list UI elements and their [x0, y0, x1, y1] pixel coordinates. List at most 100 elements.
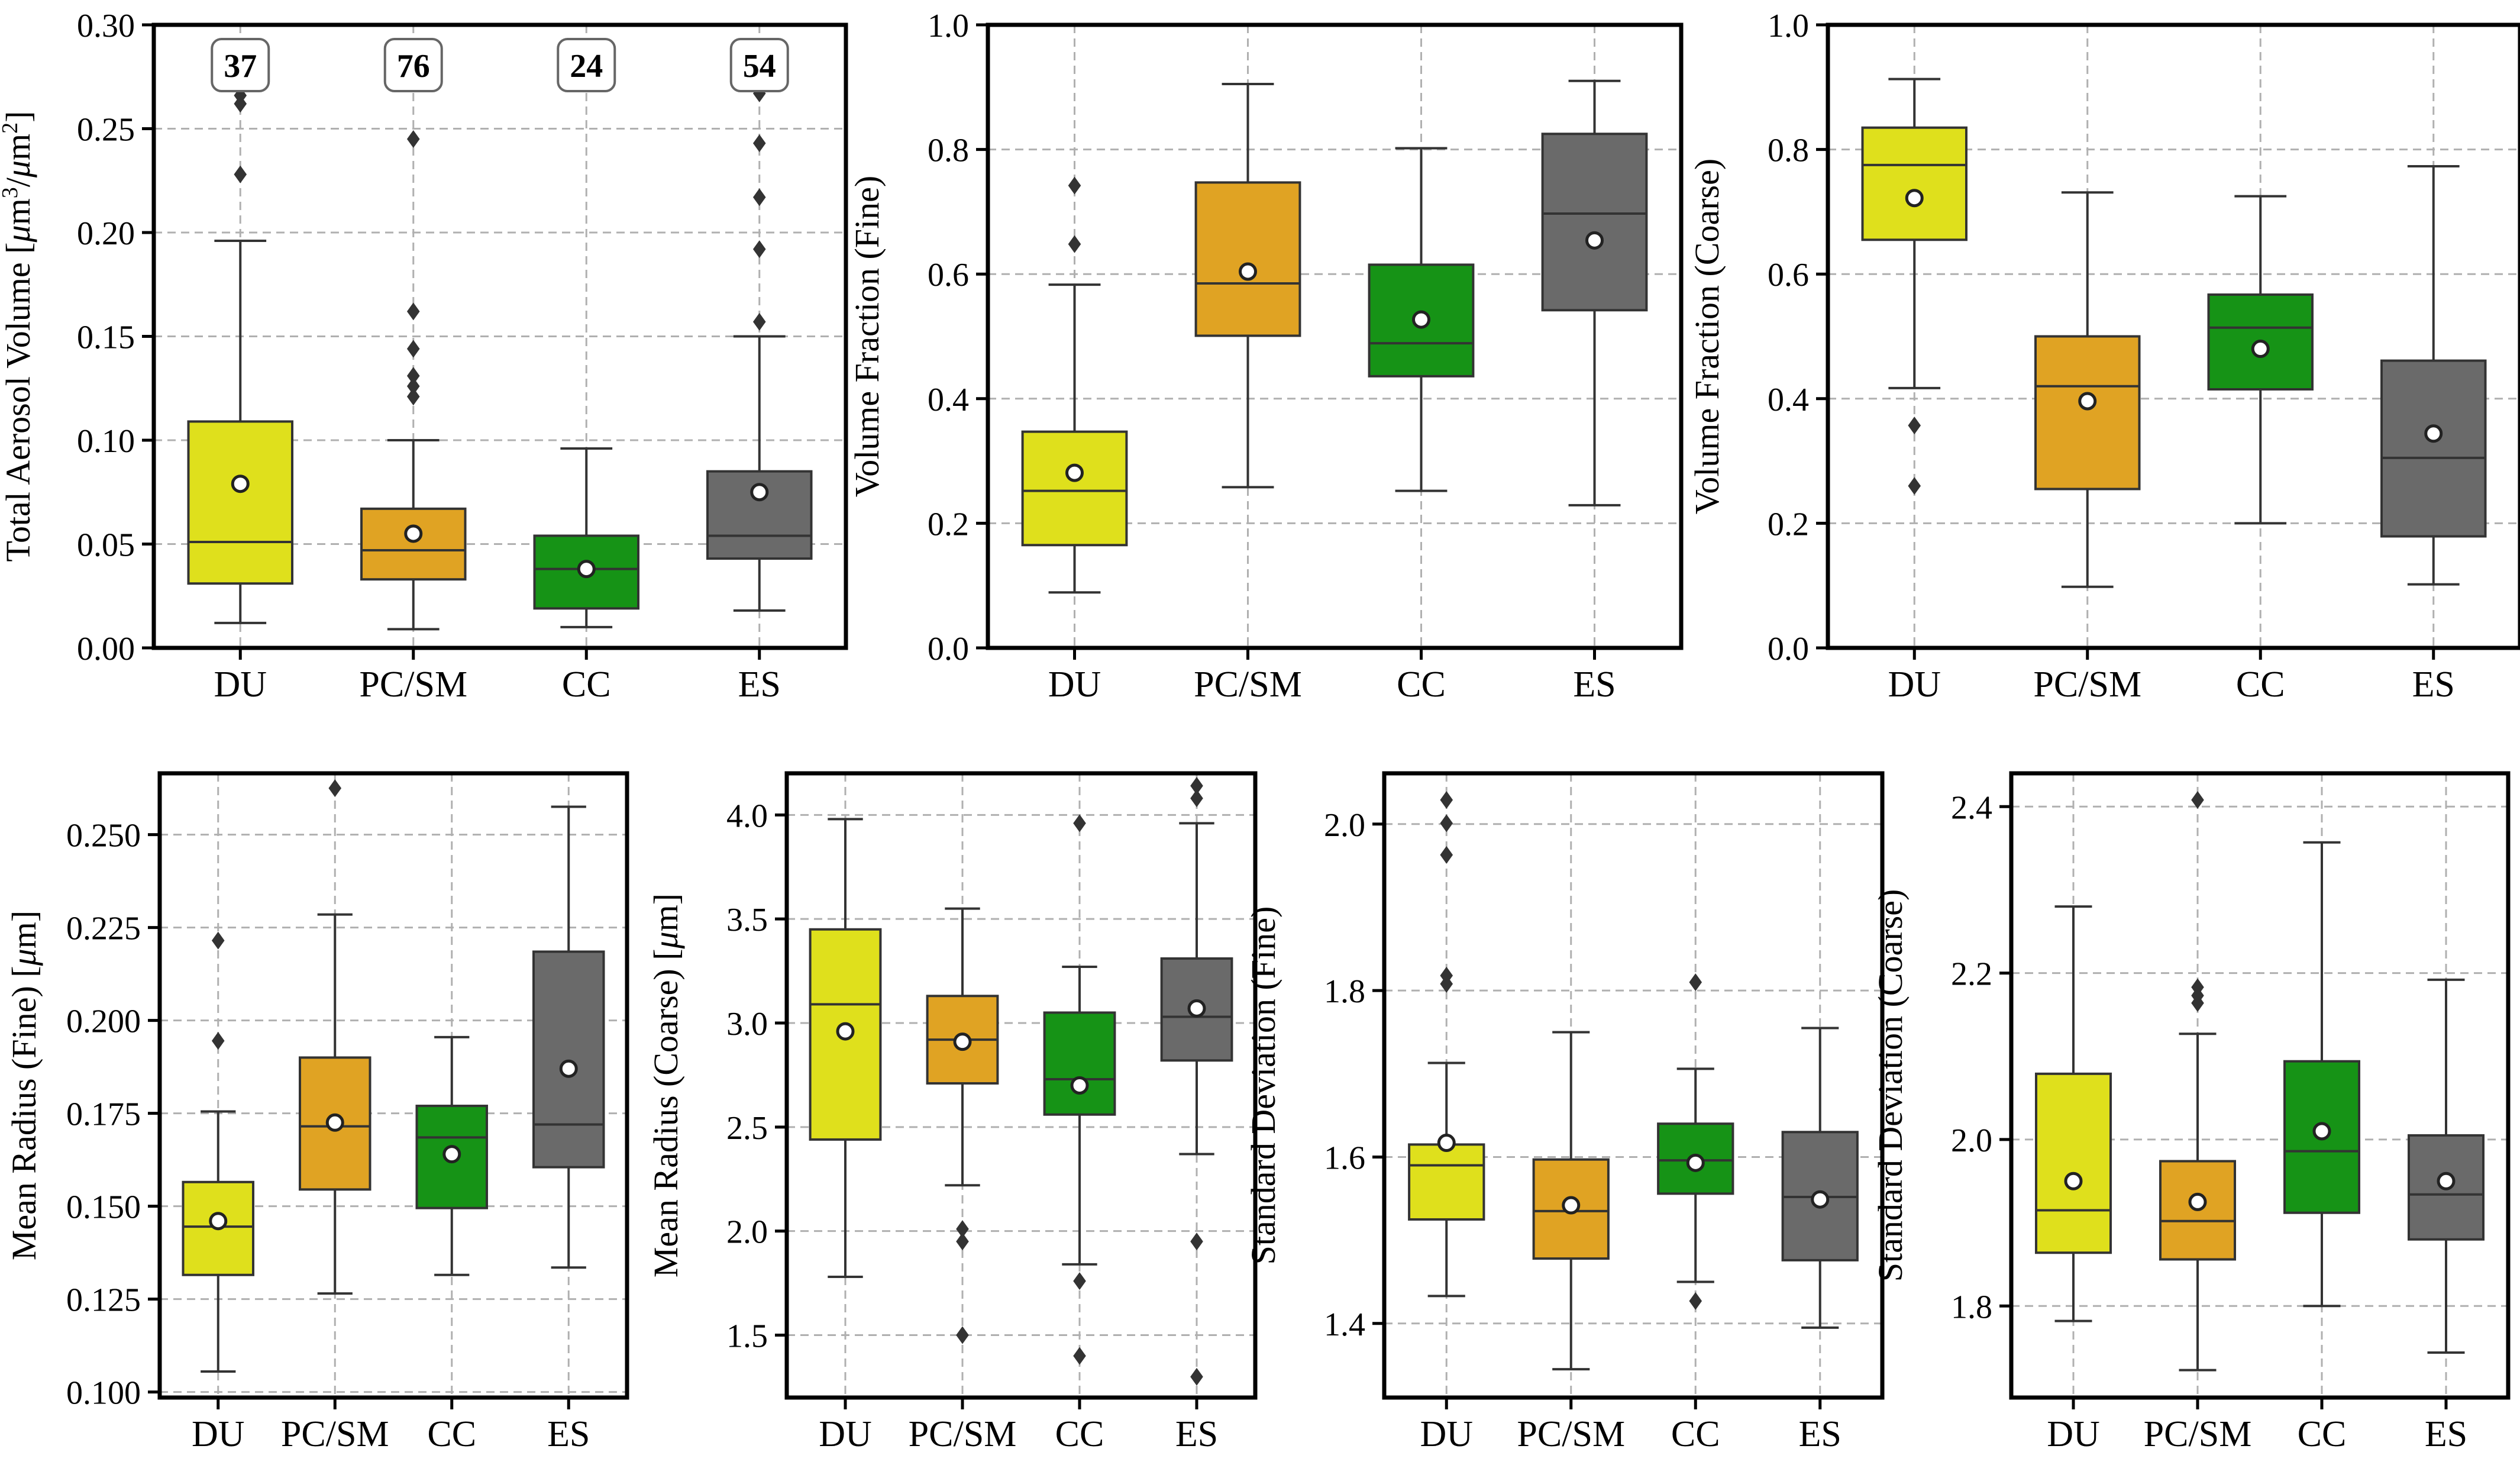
box-group-pc-sm: [360, 130, 467, 631]
y-axis-title-unit-m1: m: [0, 198, 37, 225]
box-group-du: [1408, 791, 1485, 1298]
x-tick-label: DU: [214, 664, 267, 705]
box-group-cc: [1043, 814, 1116, 1365]
box-group-cc: [415, 1035, 488, 1276]
outlier-marker-3: [406, 340, 420, 358]
mean-marker: [836, 1022, 855, 1041]
mean-marker: [953, 1032, 972, 1051]
count-label-es: 54: [729, 38, 789, 92]
y-tick-label: 0.8: [1768, 133, 1809, 169]
x-tick-label: PC/SM: [1194, 664, 1302, 705]
mean-marker: [2188, 1192, 2207, 1211]
y-tick-label: 0.05: [77, 527, 135, 564]
mean-marker: [1070, 1076, 1089, 1095]
count-label-box: [383, 38, 443, 92]
y-tick-label: 1.0: [1768, 8, 1809, 44]
y-tick-label: 2.4: [1951, 789, 1992, 826]
box-pc-sm: [1194, 181, 1301, 337]
box-group-es: [2380, 165, 2487, 586]
box-group-es: [1781, 1027, 1859, 1329]
x-tick-label: DU: [1888, 664, 1941, 705]
count-label-text: 24: [570, 48, 603, 85]
box-du: [2035, 1072, 2112, 1254]
mean-marker: [1686, 1153, 1705, 1172]
outlier-marker-0: [1190, 1367, 1203, 1386]
y-tick-label: 0.0: [1768, 631, 1809, 667]
y-axis-title-unit-mu1: μ: [647, 931, 685, 949]
x-tick-label: DU: [819, 1414, 872, 1454]
subplot-7: 1.8 2.0 2.2 2.4 DU PC/SM CC ES Standard Deviatio…: [1871, 771, 2511, 1454]
mean-marker: [404, 524, 423, 543]
y-axis-title-unit-sup1: 3: [0, 187, 22, 198]
y-axis-title: Total Aerosol Volume [μm3/μm2]: [0, 111, 37, 562]
box-es: [532, 950, 605, 1169]
y-tick-label: 1.5: [726, 1318, 768, 1355]
box-group-du: [809, 818, 882, 1279]
y-axis-title-main: Volume Fraction (Coarse): [1688, 159, 1726, 514]
box-group-pc-sm: [2034, 191, 2141, 588]
box-du: [1408, 1143, 1485, 1221]
x-tick-label: CC: [427, 1414, 476, 1454]
y-axis-title: Volume Fraction (Coarse): [1688, 159, 1726, 514]
x-axis: DU PC/SM CC ES: [1420, 1398, 1841, 1454]
x-tick-label: PC/SM: [281, 1414, 389, 1454]
count-label-box: [729, 38, 789, 92]
y-tick-label: 1.6: [1324, 1140, 1365, 1176]
count-label-box: [211, 38, 270, 92]
y-axis-title-main: Total Aerosol Volume [: [0, 243, 37, 562]
outlier-marker-3: [2191, 791, 2204, 809]
count-label-text: 54: [743, 48, 776, 85]
subplot-4: 0.100 0.125 0.150 0.175 0.200 0.225 0.250 DU PC/…: [5, 771, 629, 1454]
outlier-marker-3: [752, 134, 766, 153]
mean-marker: [209, 1212, 228, 1231]
y-tick-label: 3.0: [726, 1006, 768, 1043]
x-tick-label: DU: [192, 1414, 245, 1454]
count-label-text: 76: [397, 48, 430, 85]
y-tick-label: 0.4: [1768, 382, 1809, 418]
outlier-marker-1: [1908, 417, 1921, 435]
box-group-es: [532, 805, 605, 1269]
outlier-marker-0: [234, 165, 247, 183]
x-tick-label: ES: [738, 664, 781, 705]
subplot-1: 37 76 24 54 0.00 0.05 0.10 0.15 0.20 0.25 0.30 DU PC…: [0, 8, 848, 705]
outlier-marker-0: [1073, 1347, 1086, 1365]
y-tick-label: 1.0: [928, 8, 969, 44]
outlier-marker-1: [1440, 966, 1453, 985]
box-group-du: [1861, 78, 1967, 495]
y-tick-label: 2.0: [1951, 1122, 1992, 1159]
box-group-pc-sm: [926, 907, 999, 1344]
y-axis-title-unit-slash: /: [0, 177, 37, 187]
outlier-marker-0: [1068, 235, 1081, 253]
y-axis: 1.8 2.0 2.2 2.4: [1951, 789, 2011, 1325]
mean-marker: [1187, 999, 1206, 1018]
gridlines: [787, 773, 1255, 1398]
y-tick-label: 0.10: [77, 423, 135, 460]
y-tick-label: 0.150: [66, 1189, 141, 1226]
y-axis-title: Volume Fraction (Fine): [848, 176, 886, 497]
box-cc: [1043, 1011, 1116, 1116]
x-axis: DU PC/SM CC ES: [2047, 1398, 2467, 1454]
outlier-marker-0: [328, 779, 342, 798]
mean-marker: [2424, 424, 2443, 443]
subplot-2: 0.0 0.2 0.4 0.6 0.8 1.0 DU PC/SM CC ES Volume Frac…: [848, 8, 1684, 705]
mean-marker: [2078, 392, 2097, 411]
y-tick-label: 0.2: [1768, 506, 1809, 543]
y-axis-title-unit-m2: m: [0, 134, 37, 160]
y-axis-title-unit-close: ]: [5, 911, 43, 922]
x-tick-label: PC/SM: [2144, 1414, 2252, 1454]
box-du: [1021, 430, 1128, 547]
outlier-marker-1: [1073, 1272, 1086, 1290]
y-axis-title-unit-m1: m: [5, 922, 43, 948]
x-tick-label: ES: [2412, 664, 2455, 705]
y-tick-label: 0.30: [77, 8, 135, 44]
x-axis: DU PC/SM CC ES: [1888, 648, 2455, 705]
mean-marker: [442, 1145, 461, 1164]
outlier-marker-4: [406, 302, 420, 321]
outlier-marker-1: [752, 240, 766, 259]
box-group-du: [1021, 176, 1128, 594]
y-axis-title-unit-sup2: 2: [0, 122, 22, 134]
outlier-marker-0: [752, 312, 766, 331]
box-group-pc-sm: [2159, 791, 2236, 1372]
box-du: [187, 420, 293, 585]
outlier-marker-1: [1689, 973, 1702, 992]
